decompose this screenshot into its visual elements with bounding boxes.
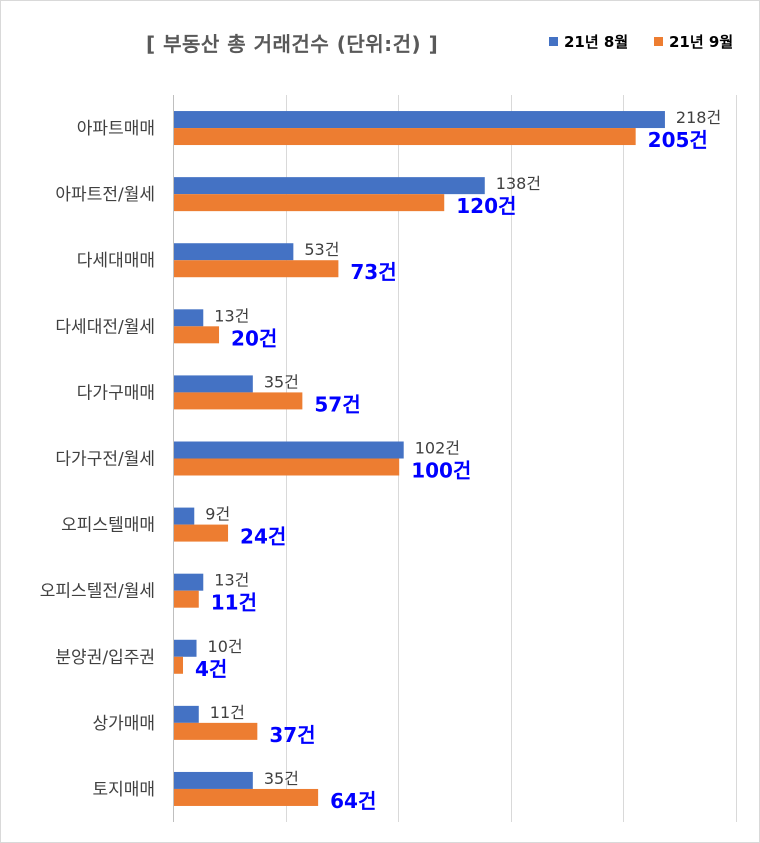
category-label: 아파트전/월세: [55, 185, 155, 205]
bar-aug: [174, 441, 404, 459]
category-label: 분양권/입주권: [55, 648, 155, 668]
legend-label-sep: 21년 9월: [669, 33, 734, 51]
data-label-aug: 11건: [210, 703, 245, 722]
bar-aug: [174, 243, 294, 261]
chart-title: [ 부동산 총 거래건수 (단위:건) ]: [146, 32, 439, 56]
bar-aug: [174, 771, 253, 789]
data-label-sep: 205건: [648, 128, 708, 152]
data-label-sep: 57건: [314, 392, 360, 416]
data-label-aug: 138건: [496, 174, 541, 193]
data-label-sep: 24건: [240, 525, 286, 549]
data-label-aug: 35건: [264, 372, 299, 391]
data-label-aug: 13건: [214, 571, 249, 590]
data-label-aug: 13건: [214, 306, 249, 325]
bar-sep: [174, 524, 229, 542]
category-label: 토지매매: [92, 780, 155, 800]
data-label-sep: 11건: [211, 591, 257, 615]
bar-aug: [174, 573, 204, 591]
data-label-sep: 20건: [231, 326, 277, 350]
bar-sep: [174, 656, 184, 674]
bar-sep: [174, 458, 400, 476]
bar-sep: [174, 722, 258, 740]
bar-aug: [174, 507, 195, 525]
legend-swatch-sep: [654, 37, 663, 46]
bar-sep: [174, 194, 445, 212]
bar-sep: [174, 260, 339, 278]
bar-aug: [174, 639, 197, 657]
legend-swatch-aug: [549, 37, 558, 46]
data-label-sep: 37건: [269, 723, 315, 747]
bar-sep: [174, 392, 303, 410]
legend-item-sep: 21년 9월: [654, 31, 733, 52]
data-label-aug: 10건: [208, 637, 243, 656]
data-label-aug: 102건: [415, 439, 460, 458]
data-label-aug: 53건: [304, 240, 339, 259]
bar-aug: [174, 705, 199, 723]
category-label: 아파트매매: [77, 119, 155, 139]
bar-sep: [174, 788, 319, 806]
category-label: 다세대매매: [77, 251, 155, 271]
legend-item-aug: 21년 8월: [549, 31, 628, 52]
bar-sep: [174, 326, 220, 344]
category-label: 상가매매: [92, 714, 155, 734]
category-label: 오피스텔매매: [61, 516, 155, 536]
bar-aug: [174, 375, 253, 393]
category-label: 다가구매매: [77, 383, 155, 403]
data-label-sep: 64건: [330, 789, 376, 813]
bar-sep: [174, 590, 199, 608]
category-label: 다가구전/월세: [55, 450, 155, 470]
category-label: 오피스텔전/월세: [40, 582, 155, 602]
data-label-aug: 218건: [676, 108, 721, 127]
legend-label-aug: 21년 8월: [564, 33, 629, 51]
data-label-sep: 73건: [350, 260, 396, 284]
bar-sep: [174, 128, 636, 146]
category-label: 다세대전/월세: [55, 317, 155, 337]
bar-aug: [174, 309, 204, 327]
bar-aug: [174, 177, 485, 195]
data-label-sep: 4건: [195, 657, 227, 681]
data-label-aug: 9건: [205, 505, 230, 524]
data-label-sep: 100건: [411, 459, 471, 483]
bar-aug: [174, 111, 665, 129]
data-label-aug: 35건: [264, 769, 299, 788]
data-label-sep: 120건: [456, 194, 516, 218]
